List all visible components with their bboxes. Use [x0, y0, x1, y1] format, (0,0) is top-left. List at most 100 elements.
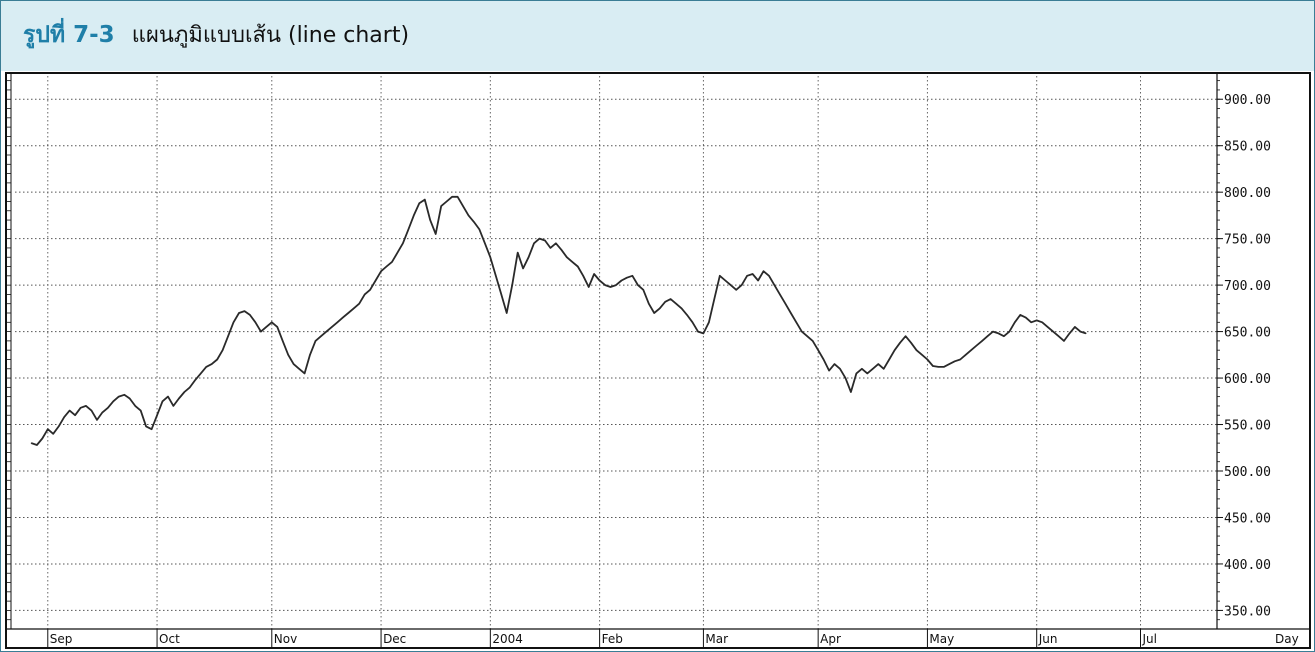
data-point [686, 314, 688, 316]
y-tick-label: 500.00 [1224, 465, 1271, 480]
data-point [670, 298, 672, 300]
y-tick-label: 900.00 [1224, 93, 1271, 108]
data-point [446, 200, 448, 203]
series-lines [30, 195, 1087, 446]
data-point [238, 312, 240, 314]
data-point [719, 275, 721, 277]
series-line [31, 195, 1087, 446]
data-point [926, 358, 929, 361]
x-tick-label: Jun [1038, 632, 1058, 646]
data-point [1030, 321, 1032, 323]
data-point [347, 312, 349, 314]
data-point [309, 354, 311, 356]
data-point [653, 312, 655, 314]
data-point [866, 372, 868, 374]
data-point [391, 261, 393, 263]
data-point [752, 273, 754, 275]
data-point [828, 370, 830, 372]
data-point [205, 366, 207, 368]
data-point [506, 312, 508, 314]
data-point [183, 391, 185, 393]
data-point [861, 368, 863, 370]
data-point [467, 214, 470, 216]
figure-label: รูปที่ 7-3 [23, 22, 115, 48]
data-point [883, 368, 885, 370]
data-point [358, 303, 360, 305]
data-point [713, 298, 715, 300]
data-point [314, 340, 317, 342]
figure-caption: รูปที่ 7-3 แผนภูมิแบบเส้น (line chart) [23, 15, 409, 57]
data-point [129, 397, 131, 400]
data-point [336, 321, 338, 323]
y-tick-label: 400.00 [1224, 558, 1271, 573]
data-point [905, 335, 907, 337]
data-point [107, 407, 109, 409]
data-point [588, 286, 590, 288]
data-point [489, 256, 491, 258]
data-point [36, 444, 38, 446]
data-point [888, 358, 890, 361]
data-point [320, 335, 322, 337]
data-point [243, 310, 246, 312]
data-point [232, 321, 235, 323]
data-point [839, 368, 841, 370]
data-point [943, 366, 945, 368]
data-point [1068, 332, 1071, 334]
data-point [145, 425, 147, 427]
data-point [189, 386, 191, 388]
figure-title: แผนภูมิแบบเส้น (line chart) [131, 23, 410, 48]
data-point [894, 349, 896, 351]
data-point [954, 360, 956, 362]
data-point [172, 405, 174, 407]
data-point [538, 238, 541, 240]
data-point [544, 239, 546, 242]
data-point [325, 331, 327, 333]
data-point [511, 284, 513, 286]
data-point [1047, 326, 1049, 328]
data-point [768, 275, 770, 277]
data-point [555, 242, 557, 244]
data-point [664, 301, 666, 303]
data-point [1019, 314, 1021, 316]
data-point [691, 321, 694, 323]
data-point [533, 242, 535, 244]
data-point [276, 326, 278, 328]
data-point [702, 332, 705, 334]
data-point [178, 397, 180, 400]
data-point [478, 228, 480, 230]
data-point [1085, 332, 1087, 334]
data-point [80, 407, 82, 409]
y-tick-label: 750.00 [1224, 233, 1271, 248]
data-point [1025, 317, 1027, 319]
data-point [965, 354, 967, 356]
x-axis-title: Day [1275, 632, 1299, 646]
data-point [293, 363, 295, 365]
x-tick-label: Sep [50, 632, 73, 646]
data-point [746, 275, 748, 277]
data-point [473, 221, 475, 223]
data-point [681, 307, 683, 309]
data-point [976, 344, 978, 347]
data-point [451, 196, 453, 198]
x-tick-label: Oct [159, 632, 180, 646]
data-point [96, 419, 98, 421]
y-tick-label: 550.00 [1224, 419, 1271, 434]
data-point [1063, 340, 1065, 342]
data-point [833, 363, 836, 365]
data-point [385, 265, 388, 268]
grid [15, 76, 1217, 629]
data-point [817, 349, 819, 351]
data-point [101, 411, 103, 413]
data-point [167, 396, 169, 398]
data-point [364, 293, 366, 295]
data-point [254, 321, 256, 323]
data-point [1079, 331, 1081, 333]
data-point [986, 335, 989, 337]
data-point [58, 425, 60, 427]
data-point [784, 303, 787, 305]
data-point [222, 349, 224, 351]
data-point [549, 247, 552, 249]
data-point [997, 332, 1000, 334]
data-point [396, 252, 399, 254]
data-point [112, 400, 114, 402]
